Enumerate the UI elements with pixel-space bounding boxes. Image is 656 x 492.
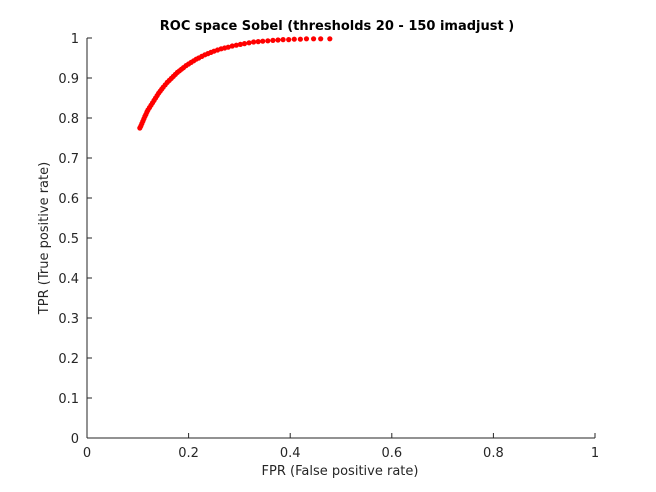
- data-point: [286, 37, 292, 43]
- x-tick-label: 0: [83, 446, 91, 461]
- data-point: [229, 43, 235, 49]
- chart-title: ROC space Sobel (thresholds 20 - 150 ima…: [160, 19, 514, 34]
- data-point: [318, 36, 324, 42]
- y-tick-label: 0.9: [58, 72, 79, 87]
- x-tick-label: 0.2: [178, 446, 199, 461]
- plot-area: [86, 38, 595, 439]
- data-point: [255, 39, 261, 45]
- y-tick-label: 0.8: [58, 112, 79, 127]
- data-point: [291, 36, 297, 42]
- x-tick-label: 0.6: [381, 446, 402, 461]
- data-point: [251, 39, 257, 45]
- x-axis-ticks: 0 0.2 0.4 0.6 0.8 1: [83, 433, 599, 461]
- y-tick-label: 0.3: [58, 312, 79, 327]
- y-tick-label: 0.5: [58, 232, 79, 247]
- y-axis-ticks: 0 0.1 0.2 0.3 0.4 0.5 0.6 0.7 0.8 0.9 1: [58, 32, 92, 447]
- x-tick-label: 0.8: [483, 446, 504, 461]
- x-tick-label: 0.4: [280, 446, 301, 461]
- data-point: [270, 37, 276, 44]
- y-tick-label: 0.6: [58, 192, 79, 207]
- data-point: [327, 36, 333, 42]
- x-axis-label: FPR (False positive rate): [262, 464, 419, 479]
- data-point: [225, 44, 231, 50]
- y-axis-label: TPR (True positive rate): [37, 162, 52, 315]
- y-tick-label: 0.4: [58, 272, 79, 287]
- y-tick-label: 0.2: [58, 352, 79, 367]
- data-point: [241, 41, 248, 47]
- data-series: [137, 36, 333, 131]
- data-point: [297, 36, 303, 42]
- data-point: [246, 40, 252, 46]
- data-point: [280, 37, 286, 43]
- y-tick-label: 0.7: [58, 152, 79, 167]
- x-tick-label: 1: [591, 446, 599, 461]
- data-point: [233, 42, 239, 48]
- y-tick-label: 1: [71, 32, 79, 47]
- data-point: [310, 36, 317, 42]
- data-point: [237, 41, 244, 48]
- data-point: [303, 36, 310, 42]
- data-point: [265, 38, 271, 44]
- y-tick-label: 0: [71, 432, 79, 447]
- data-point: [260, 38, 266, 44]
- y-tick-label: 0.1: [58, 392, 79, 407]
- data-point: [275, 37, 281, 43]
